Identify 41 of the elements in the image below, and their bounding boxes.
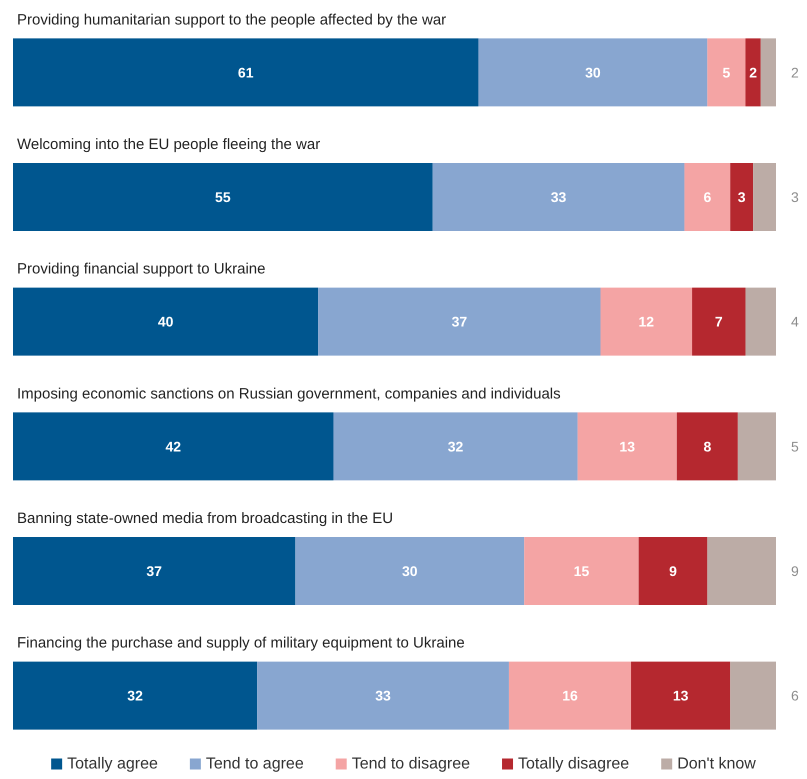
data-label: 13 xyxy=(619,438,636,454)
data-label: 30 xyxy=(585,64,601,80)
data-label: 32 xyxy=(127,688,144,704)
legend-label: Tend to agree xyxy=(206,756,304,772)
data-label: 6 xyxy=(703,189,712,205)
data-label: 9 xyxy=(791,563,799,579)
data-label: 6 xyxy=(791,688,799,704)
data-label: 13 xyxy=(672,688,689,704)
data-label: 12 xyxy=(638,314,654,330)
data-label: 42 xyxy=(165,438,182,454)
data-label: 3 xyxy=(738,189,746,205)
data-label: 2 xyxy=(791,64,799,80)
data-label: 5 xyxy=(722,64,731,80)
data-label: 32 xyxy=(448,438,464,454)
legend-label: Totally disagree xyxy=(518,756,630,772)
data-label: 30 xyxy=(402,563,418,579)
data-label: 55 xyxy=(215,189,231,205)
data-label: 33 xyxy=(550,189,567,205)
legend-label: Don't know xyxy=(677,756,756,772)
y-tick-label: Welcoming into the EU people fleeing the war xyxy=(17,136,320,153)
y-tick-label: Imposing economic sanctions on Russian government, companies and individuals xyxy=(17,385,561,402)
legend-label: Totally agree xyxy=(67,756,158,772)
data-label: 33 xyxy=(375,688,392,704)
data-label: 37 xyxy=(452,314,468,330)
data-label: 15 xyxy=(574,563,590,579)
data-label: 40 xyxy=(158,314,174,330)
data-label: 9 xyxy=(669,563,678,579)
data-label: 5 xyxy=(791,438,799,454)
data-label: 37 xyxy=(146,563,162,579)
y-tick-label: Providing humanitarian support to the people affected by the war xyxy=(17,11,446,28)
data-label: 7 xyxy=(714,314,723,330)
data-label: 16 xyxy=(562,688,578,704)
y-tick-label: Financing the purchase and supply of military equipment to Ukraine xyxy=(17,634,465,652)
data-label: 4 xyxy=(791,314,799,330)
data-label: 2 xyxy=(749,64,758,80)
data-label: 3 xyxy=(791,189,799,205)
legend-label: Tend to disagree xyxy=(352,756,470,772)
y-tick-label: Banning state-owned media from broadcasting in the EU xyxy=(17,510,394,527)
data-label: 8 xyxy=(703,438,712,454)
data-label: 61 xyxy=(238,64,254,80)
y-tick-label: Providing financial support to Ukraine xyxy=(17,260,266,278)
